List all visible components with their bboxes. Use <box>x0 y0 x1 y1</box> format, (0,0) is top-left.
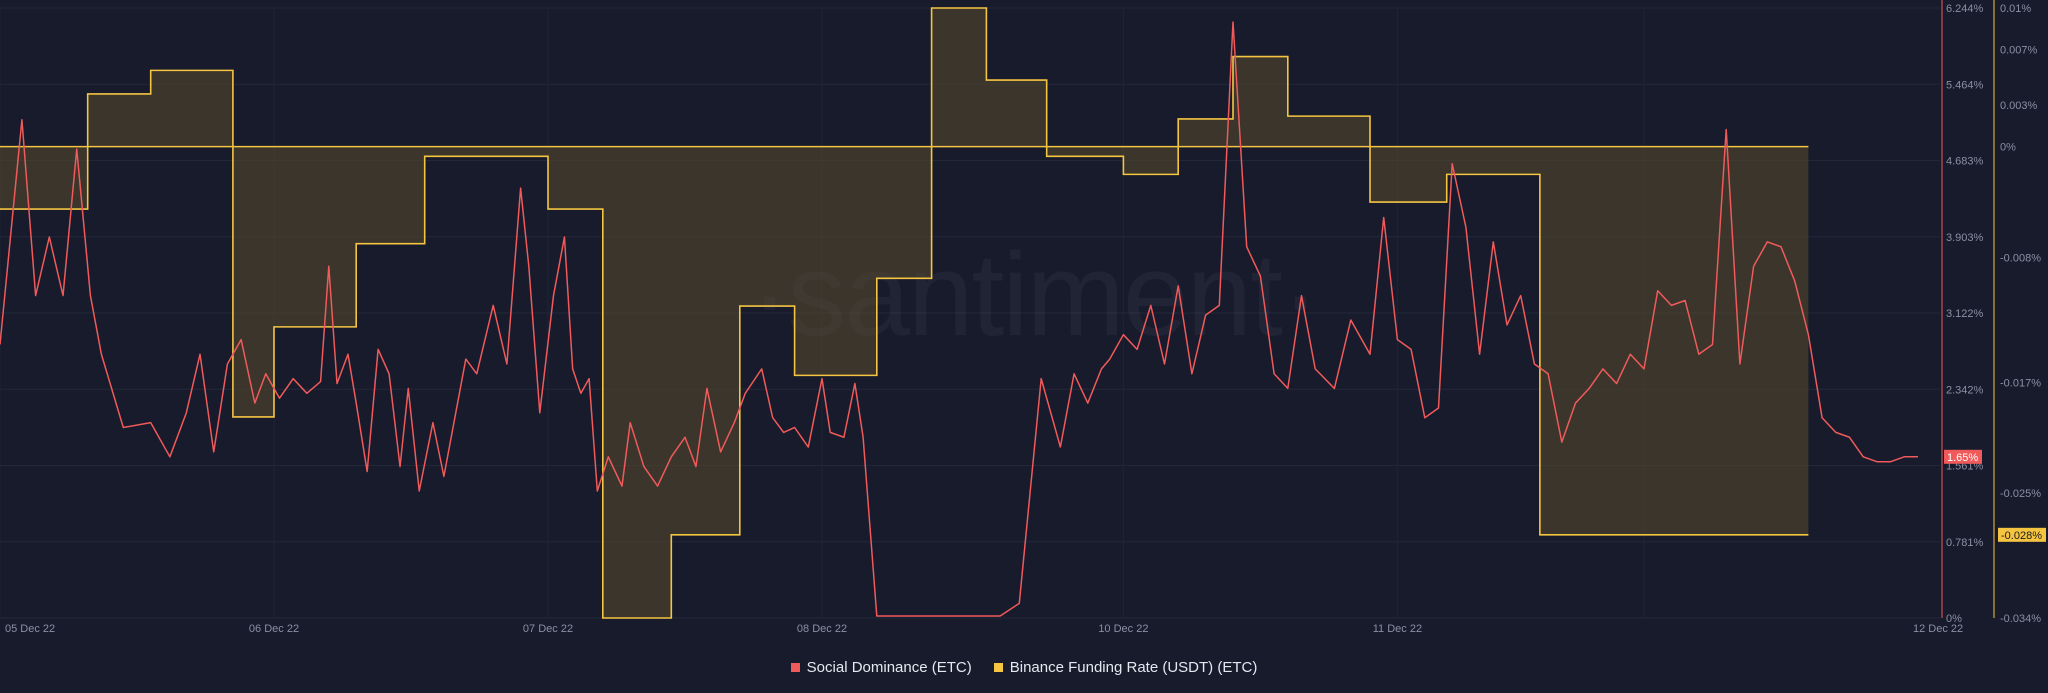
y-axis-social-dominance: 6.244%5.464%4.683%3.903%3.122%2.342%1.56… <box>1946 3 1984 625</box>
y-tick-label-social-dominance: 2.342% <box>1946 384 1984 396</box>
legend-item-funding-rate[interactable]: Binance Funding Rate (USDT) (ETC) <box>993 658 1258 676</box>
x-axis-ticks: 05 Dec 22 06 Dec 22 07 Dec 22 08 Dec 22 10 D… <box>5 623 1963 635</box>
x-tick-label: 11 Dec 22 <box>1373 623 1422 635</box>
x-tick-label: 06 Dec 22 <box>249 623 299 635</box>
y-tick-label-funding-rate: 0.003% <box>2000 100 2038 112</box>
y-tick-label-funding-rate: 0% <box>2000 142 2016 154</box>
y-tick-label-funding-rate: -0.017% <box>2000 377 2041 389</box>
funding-rate-line <box>0 7 1809 619</box>
legend-label-social-dominance: Social Dominance (ETC) <box>806 658 972 676</box>
legend: Social Dominance (ETC) Binance Funding R… <box>0 656 2048 678</box>
x-tick-label: 05 Dec 22 <box>5 623 55 635</box>
legend-swatch-funding-rate <box>993 662 1003 672</box>
y-tick-label-social-dominance: 6.244% <box>1946 3 1984 15</box>
legend-label-funding-rate: Binance Funding Rate (USDT) (ETC) <box>1009 658 1258 676</box>
axes <box>1941 0 1995 618</box>
y-axis-funding-rate: 0.01% 0.007% 0.003% 0% -0.008% -0.017% -0.025%… <box>2000 3 2041 625</box>
y-tick-label-social-dominance: 0% <box>1946 613 1962 625</box>
y-tick-label-funding-rate: -0.025% <box>2000 488 2041 500</box>
social-dominance-line <box>0 21 1918 617</box>
funding-rate-current-badge <box>1998 527 2046 542</box>
social-dominance-current-value: 1.65% <box>1947 452 1978 464</box>
y-tick-label-social-dominance: 5.464% <box>1946 79 1984 91</box>
social-dominance-series[interactable] <box>0 21 1918 617</box>
x-tick-label: 07 Dec 22 <box>523 623 573 635</box>
x-tick-label: 12 Dec 22 <box>1913 623 1963 635</box>
y-tick-label-funding-rate: 0.01% <box>2000 3 2031 15</box>
x-tick-label: 08 Dec 22 <box>797 623 847 635</box>
y-tick-label-social-dominance: 3.903% <box>1946 232 1984 244</box>
y-tick-label-social-dominance: 4.683% <box>1946 156 1984 168</box>
social-dominance-current-badge <box>1944 449 1982 464</box>
legend-item-social-dominance[interactable]: Social Dominance (ETC) <box>790 658 972 676</box>
y-tick-label-funding-rate: -0.034% <box>2000 613 2041 625</box>
x-tick-label: 10 Dec 22 <box>1098 623 1148 635</box>
current-value-badges: 1.65% -0.028% <box>1944 449 2046 542</box>
y-tick-label-social-dominance: 0.781% <box>1946 537 1984 549</box>
funding-rate-current-value: -0.028% <box>2001 530 2042 542</box>
y-tick-label-funding-rate: -0.008% <box>2000 253 2041 265</box>
funding-rate-series[interactable] <box>0 7 1809 619</box>
y-tick-label-funding-rate: 0.007% <box>2000 45 2038 57</box>
legend-swatch-social-dominance <box>790 662 800 672</box>
y-tick-label-social-dominance: 3.122% <box>1946 308 1984 320</box>
